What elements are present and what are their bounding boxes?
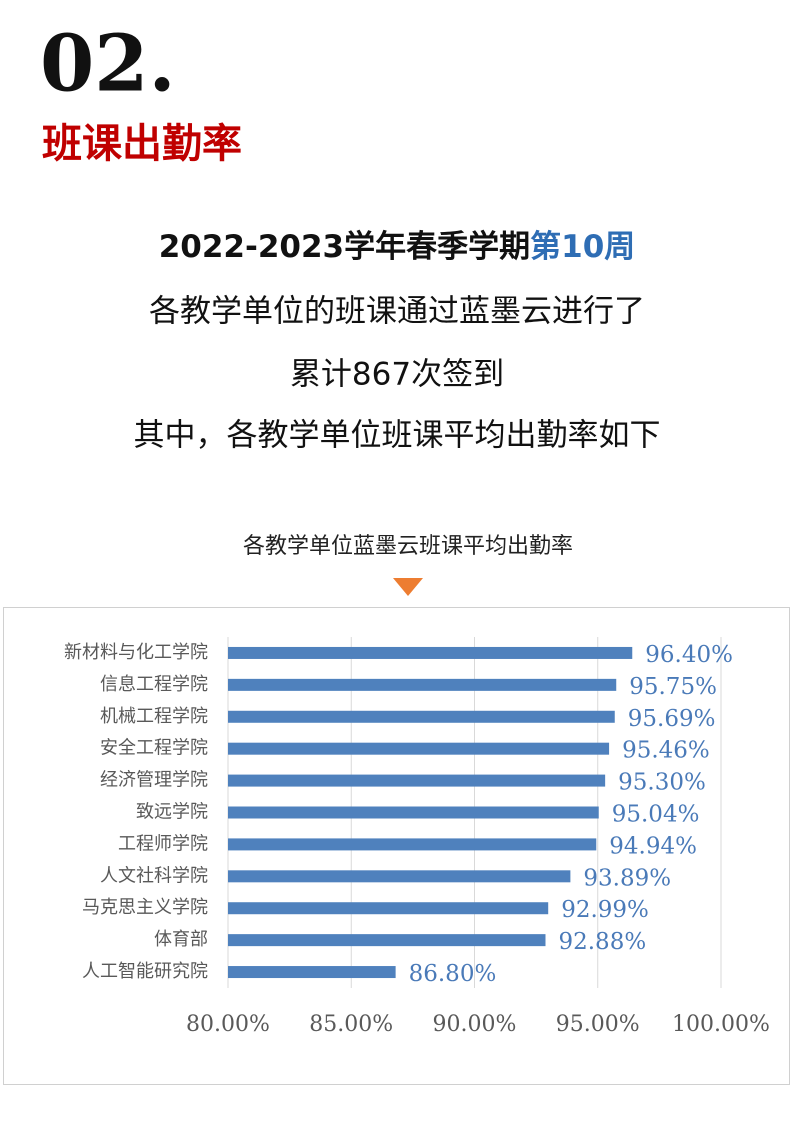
- x-tick-label: 85.00%: [309, 1012, 393, 1037]
- intro-week: 第10周: [530, 229, 635, 265]
- category-label: 体育部: [154, 929, 208, 950]
- bar: [228, 678, 617, 691]
- bar: [228, 646, 633, 659]
- intro-line: 其中，各教学单位班课平均出勤率如下: [134, 418, 661, 454]
- category-label: 信息工程学院: [100, 674, 208, 695]
- category-label: 马克思主义学院: [82, 897, 208, 918]
- value-label: 95.04%: [612, 802, 700, 828]
- bar: [228, 806, 599, 819]
- bar: [228, 902, 549, 915]
- category-label: 人文社科学院: [100, 865, 208, 886]
- bar: [228, 870, 571, 883]
- bar: [228, 710, 615, 723]
- category-label: 安全工程学院: [100, 738, 208, 759]
- x-tick-label: 100.00%: [672, 1012, 770, 1037]
- value-label: 95.69%: [628, 706, 716, 732]
- intro-line: 累计867次签到: [290, 357, 504, 393]
- value-label: 92.99%: [561, 897, 649, 923]
- value-label: 95.30%: [618, 770, 706, 796]
- value-label: 86.80%: [409, 961, 497, 987]
- value-label: 94.94%: [609, 833, 697, 859]
- category-label: 经济管理学院: [100, 770, 208, 791]
- section-number: 02.: [40, 19, 176, 110]
- intro-line: 各教学单位的班课通过蓝墨云进行了: [149, 294, 645, 330]
- bar: [228, 966, 396, 979]
- intro-text: 2022-2023学年春季学期: [159, 229, 530, 265]
- category-label: 工程师学院: [118, 833, 208, 854]
- x-tick-label: 90.00%: [433, 1012, 517, 1037]
- pointer-triangle: [393, 578, 423, 596]
- category-label: 人工智能研究院: [82, 961, 208, 982]
- category-label: 新材料与化工学院: [64, 642, 208, 663]
- value-label: 92.88%: [558, 929, 646, 955]
- value-label: 95.75%: [629, 674, 717, 700]
- x-tick-label: 95.00%: [556, 1012, 640, 1037]
- category-label: 致远学院: [136, 802, 208, 823]
- value-label: 96.40%: [645, 642, 733, 668]
- plot-area: 80.00% 85.00% 90.00% 95.00% 100.00% 新材料与化工学院 9…: [64, 637, 770, 1037]
- category-label: 机械工程学院: [100, 706, 208, 727]
- value-label: 95.46%: [622, 738, 710, 764]
- section-title: 班课出勤率: [42, 121, 242, 167]
- bar: [228, 934, 546, 947]
- chart-title: 各教学单位蓝墨云班课平均出勤率: [243, 534, 573, 559]
- intro-line: 2022-2023学年春季学期第10周: [159, 229, 636, 265]
- value-label: 93.89%: [583, 865, 671, 891]
- bar: [228, 742, 610, 755]
- x-tick-label: 80.00%: [186, 1012, 270, 1037]
- bar: [228, 774, 606, 787]
- bar: [228, 838, 597, 851]
